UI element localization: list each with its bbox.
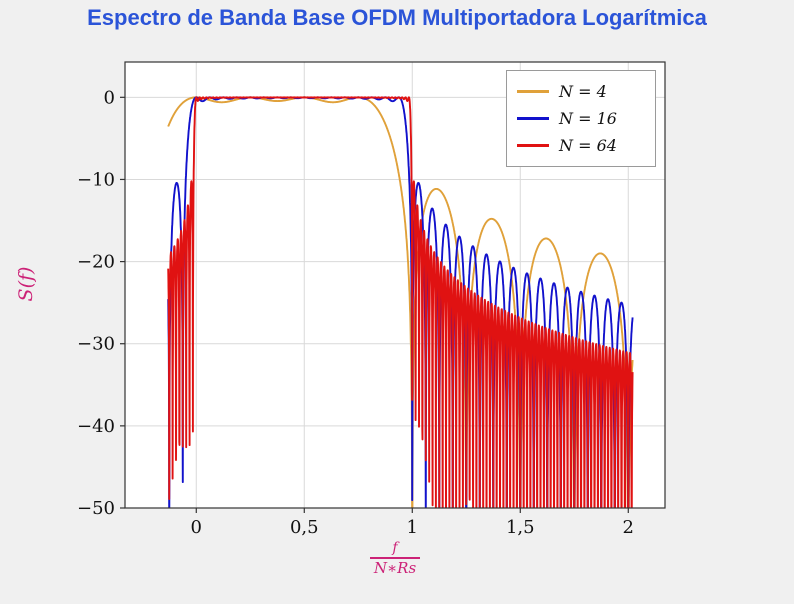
svg-text:1,5: 1,5: [506, 517, 535, 538]
svg-text:0,5: 0,5: [290, 517, 319, 538]
legend-entry-n4: N = 4: [517, 78, 645, 105]
series-lines: [167, 96, 634, 508]
svg-text:−30: −30: [77, 334, 115, 355]
legend-entry-n64: N = 64: [517, 132, 645, 159]
svg-text:0: 0: [104, 87, 115, 108]
x-axis-label: f N∗Rs: [345, 541, 445, 577]
svg-text:−20: −20: [77, 252, 115, 273]
x-axis-label-numerator: f: [392, 540, 398, 556]
fraction-bar: [370, 557, 420, 559]
y-axis-label: S(f): [15, 266, 37, 302]
tick-marks: [120, 96, 629, 513]
x-axis-label-denominator: N∗Rs: [373, 559, 417, 577]
svg-text:−10: −10: [77, 169, 115, 190]
svg-text:−50: −50: [77, 498, 115, 519]
axis-frame: [124, 61, 666, 509]
legend-label-n64: N = 64: [559, 136, 617, 155]
chart-title: Espectro de Banda Base OFDM Multiportado…: [87, 5, 707, 30]
series-line-N64: [167, 96, 634, 508]
x-tick-labels: 0 0,5 1 1,5 2: [191, 517, 634, 538]
svg-text:1: 1: [407, 517, 418, 538]
legend-label-n16: N = 16: [559, 109, 617, 128]
legend-entry-n16: N = 16: [517, 105, 645, 132]
legend-label-n4: N = 4: [559, 82, 607, 101]
legend-line-sample-n16: [517, 117, 549, 120]
legend-line-sample-n64: [517, 144, 549, 147]
legend-line-sample-n4: [517, 90, 549, 93]
svg-text:−40: −40: [77, 416, 115, 437]
legend: N = 4 N = 16 N = 64: [506, 70, 656, 167]
y-tick-labels: 0 −10 −20 −30 −40 −50: [77, 87, 115, 519]
svg-text:2: 2: [623, 517, 634, 538]
svg-text:0: 0: [191, 517, 202, 538]
